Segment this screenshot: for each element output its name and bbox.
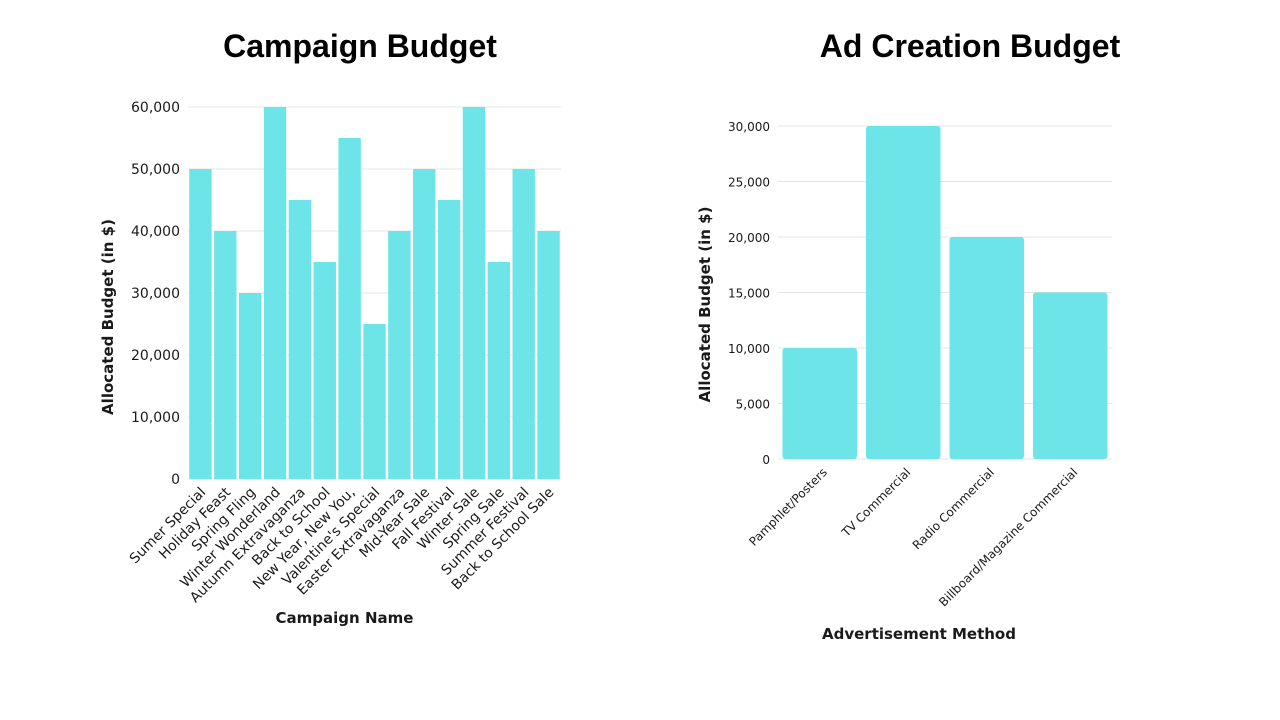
y-tick-label: 20,000 <box>131 348 180 364</box>
chart-title-ad-creation-budget: Ad Creation Budget <box>819 28 1121 64</box>
bar <box>512 169 535 479</box>
ad-creation-budget-chart: 0 5,000 10,000 15,000 20,000 25,000 30,000 Pamp… <box>696 120 1112 643</box>
y-axis-label: Allocated Budget (in $) <box>99 219 117 415</box>
bar <box>388 231 411 479</box>
bar <box>338 138 361 479</box>
y-tick-label: 20,000 <box>728 231 770 245</box>
x-tick-label: Billboard/Magazine Commercial <box>936 465 1080 609</box>
bar <box>313 262 336 479</box>
bar <box>437 200 461 479</box>
y-axis-label: Allocated Budget (in $) <box>696 207 714 403</box>
bar <box>537 231 560 479</box>
y-tick-label: 0 <box>762 453 770 467</box>
x-axis-label: Advertisement Method <box>822 625 1016 643</box>
bar <box>238 293 262 479</box>
y-tick-label: 60,000 <box>131 100 180 116</box>
y-tick-label: 10,000 <box>131 410 180 426</box>
bar <box>263 107 287 479</box>
y-tick-label: 40,000 <box>131 224 180 240</box>
x-tick-label: TV Commercial <box>838 465 913 540</box>
bar <box>288 200 312 479</box>
bar <box>462 107 486 479</box>
bar <box>1033 292 1108 459</box>
bar <box>949 237 1024 459</box>
x-tick-label: Pamphlet/Posters <box>746 465 830 549</box>
y-tick-label: 50,000 <box>131 162 180 178</box>
x-axis-label: Campaign Name <box>276 609 414 627</box>
y-tick-label: 0 <box>171 472 180 488</box>
chart-title-campaign-budget: Campaign Budget <box>223 28 497 64</box>
y-tick-label: 10,000 <box>728 342 770 356</box>
bar <box>782 348 857 459</box>
y-tick-label: 15,000 <box>728 287 770 301</box>
bar <box>214 231 237 479</box>
bar <box>413 169 436 479</box>
campaign-budget-chart: 010,00020,00030,00040,00050,00060,000Sum… <box>99 100 561 627</box>
y-tick-label: 30,000 <box>131 286 180 302</box>
bar <box>866 126 941 459</box>
y-tick-label: 25,000 <box>728 176 770 190</box>
y-tick-label: 30,000 <box>728 120 770 134</box>
y-tick-label: 5,000 <box>736 398 770 412</box>
bar <box>363 324 386 479</box>
x-tick-label: Radio Commercial <box>910 465 997 552</box>
bar <box>189 169 212 479</box>
bar <box>487 262 511 479</box>
